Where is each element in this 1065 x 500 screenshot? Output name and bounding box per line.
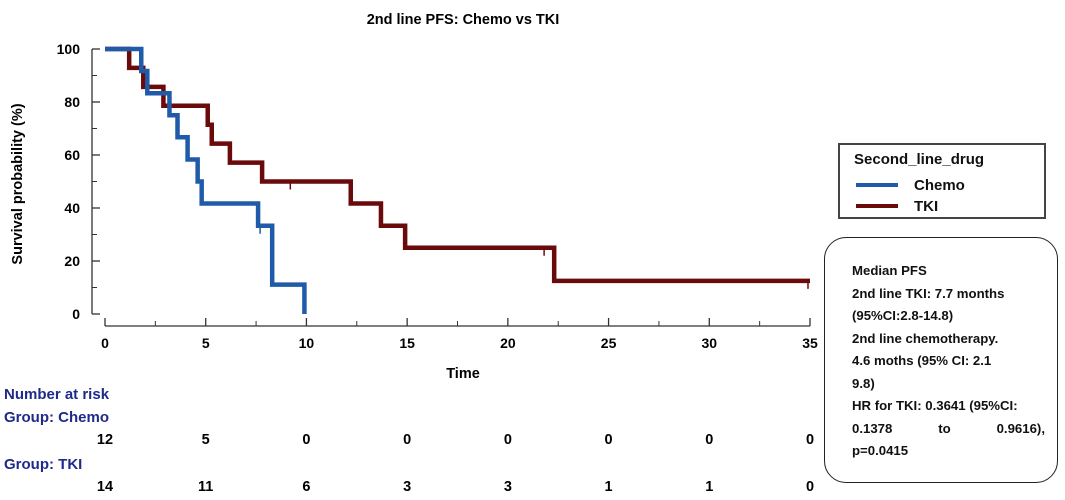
chart-title: 2nd line PFS: Chemo vs TKI: [367, 12, 560, 28]
risk-count: 0: [806, 479, 814, 495]
y-tick-label: 60: [64, 147, 80, 163]
legend-item-tki: TKI: [856, 197, 938, 215]
risk-count: 3: [403, 479, 411, 495]
legend: Second_line_drug Chemo TKI: [838, 143, 1046, 219]
risk-count: 1: [605, 479, 613, 495]
legend-swatch-tki: [856, 204, 898, 208]
y-tick-label: 80: [64, 94, 80, 110]
risk-count: 0: [705, 432, 713, 448]
axes: 0 20 40 60 80 100 0 5 10 15 20 25 30 35: [57, 41, 818, 351]
risk-table-counts: 12 5 0 0 0 0 0 014 11 6 3 3 1 1 0: [97, 432, 814, 495]
y-tick-label: 0: [72, 306, 80, 322]
risk-count: 6: [302, 479, 310, 495]
risk-count: 14: [97, 479, 113, 495]
risk-count: 3: [504, 479, 512, 495]
annotation-hr-line3: p=0.0415: [852, 443, 909, 458]
median-pfs-annotation: Median PFS 2nd line TKI: 7.7 months (95%…: [824, 237, 1058, 483]
risk-count: 12: [97, 432, 113, 448]
curve-chemo: [105, 46, 307, 314]
risk-group-tki-label: Group: TKI: [4, 456, 83, 473]
risk-count: 0: [403, 432, 411, 448]
risk-count: 11: [198, 479, 213, 495]
risk-count: 0: [302, 432, 310, 448]
annotation-chemo-line2: 4.6 moths (95% CI: 2.1: [852, 353, 992, 368]
x-tick-label: 20: [500, 335, 516, 351]
risk-count: 5: [202, 432, 210, 448]
x-tick-label: 15: [399, 335, 415, 351]
annotation-chemo-line3: 9.8): [852, 375, 875, 391]
x-tick-label: 30: [701, 335, 717, 351]
annotation-hr-line1: HR for TKI: 0.3641 (95%CI:: [852, 398, 1018, 413]
legend-label-chemo: Chemo: [914, 176, 965, 194]
risk-table-title: Number at risk: [4, 386, 110, 403]
y-tick-label: 20: [64, 253, 80, 269]
x-tick-label: 10: [299, 335, 315, 351]
risk-count: 0: [605, 432, 613, 448]
x-tick-label: 0: [101, 335, 109, 351]
risk-count: 0: [806, 432, 814, 448]
risk-count: 0: [504, 432, 512, 448]
annotation-chemo-line1: 2nd line chemotherapy.: [852, 330, 999, 346]
x-tick-label: 25: [601, 335, 617, 351]
annotation-tki-line2: (95%CI:2.8-14.8): [852, 308, 954, 323]
y-tick-label: 40: [64, 200, 80, 216]
annotation-heading: Median PFS: [852, 263, 927, 278]
x-tick-label: 5: [202, 335, 210, 351]
y-axis-label: Survival probability (%): [10, 103, 26, 264]
risk-count: 1: [705, 479, 713, 495]
legend-title: Second_line_drug: [854, 151, 985, 168]
annotation-tki-line1: 2nd line TKI: 7.7 months: [852, 285, 1005, 301]
risk-group-chemo-label: Group: Chemo: [4, 409, 109, 426]
x-axis-label: Time: [446, 366, 480, 382]
legend-swatch-chemo: [856, 183, 898, 187]
legend-item-chemo: Chemo: [856, 176, 965, 194]
legend-label-tki: TKI: [914, 197, 939, 215]
survival-curves: [105, 46, 810, 314]
annotation-hr-line2: 0.1378 to 0.9616),: [852, 420, 1045, 436]
x-tick-label: 35: [802, 335, 818, 351]
curve-tki: [105, 46, 810, 284]
y-tick-label: 100: [57, 41, 81, 57]
